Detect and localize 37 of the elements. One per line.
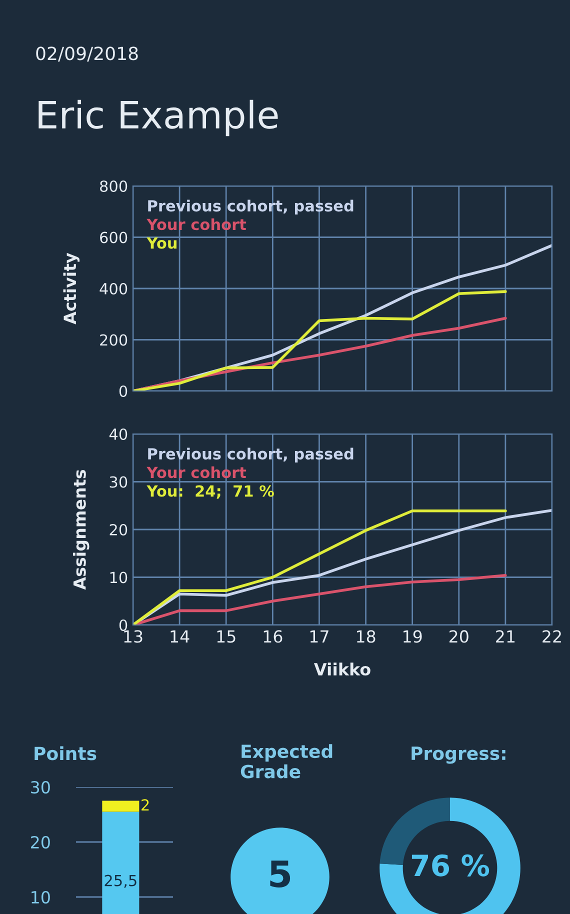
y-tick-label: 600 [100,232,128,244]
y-tick-label: 0 [119,385,128,398]
x-tick-label: 17 [310,630,328,643]
x-tick-label: 18 [357,630,376,643]
x-tick-label: 20 [450,630,468,643]
y-tick-label: 200 [100,334,128,346]
text: 76 % [412,854,490,876]
text: Expected Grade [240,744,332,778]
chart-title: Progress: [412,746,506,764]
y-tick-label: 400 [100,282,128,295]
x-tick-label: 21 [496,630,515,643]
y-tick-label: 20 [31,836,50,849]
x-tick-label: 16 [264,630,282,643]
y-tick-label: 0 [119,619,128,632]
x-axis-title: Viikko [314,662,370,676]
data-label: 25,5 [104,874,136,888]
y-tick-label: 40 [109,428,128,440]
text: 5 [270,860,290,888]
y-axis-title: Assignments [72,470,90,590]
x-tick-label: 13 [124,630,142,643]
x-tick-label: 22 [542,630,561,643]
y-axis-title: Activity [63,252,80,324]
y-tick-label: 800 [100,180,128,192]
y-tick-label: 30 [31,780,50,794]
x-tick-label: 15 [217,630,236,643]
y-tick-label: 10 [32,890,50,904]
y-tick-label: 10 [110,572,128,584]
y-tick-label: 30 [110,476,128,488]
text: 02/09/2018 [36,46,138,62]
x-tick-label: 19 [404,630,422,643]
chart-title: Eric Example [38,100,278,136]
x-tick-label: 14 [170,630,190,643]
y-tick-label: 20 [110,524,128,536]
line-series [133,290,507,391]
text: You [146,237,177,249]
chart-title: Points [34,746,96,760]
data-label: 2 [142,799,149,810]
